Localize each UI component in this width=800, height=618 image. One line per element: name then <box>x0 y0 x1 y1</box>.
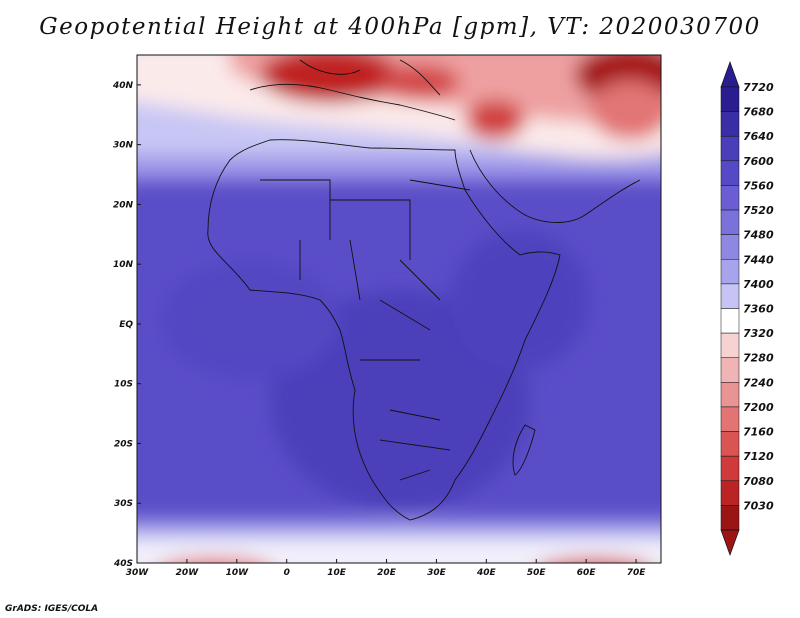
lat-tick-label: 10S <box>114 380 133 390</box>
colorbar-label: 7030 <box>743 499 774 512</box>
lon-tick-label: 10E <box>327 568 347 578</box>
colorbar-swatch <box>720 382 740 408</box>
colorbar-swatch <box>720 111 740 137</box>
colorbar-label: 7600 <box>743 155 774 168</box>
lon-tick-label: 0 <box>284 568 290 578</box>
colorbar-label: 7080 <box>743 475 774 488</box>
credit-text: GrADS: IGES/COLA <box>5 604 99 614</box>
colorbar-swatch <box>720 308 740 334</box>
colorbar-swatch <box>720 185 740 211</box>
colorbar-label: 7720 <box>743 81 774 94</box>
lat-tick-label: 20S <box>114 439 133 449</box>
colorbar-swatch <box>720 480 740 506</box>
lon-tick-label: 20W <box>176 568 200 578</box>
arabia-coastline <box>469 149 641 223</box>
colorbar-swatch <box>720 455 740 482</box>
colorbar-swatch <box>720 209 740 235</box>
colorbar-swatch <box>720 332 740 358</box>
lon-tick-label: 20E <box>377 568 397 578</box>
colorbar-swatch <box>720 259 740 285</box>
colorbar-label: 7480 <box>743 229 774 242</box>
colorbar-swatch <box>720 135 740 162</box>
colorbar-swatch <box>720 357 740 383</box>
lat-tick-label: 40S <box>113 559 133 569</box>
colorbar: 7720 7680 7640 7600 7560 7520 7480 7440 7400 7360… <box>720 60 774 557</box>
lon-tick-label: 30E <box>427 568 447 578</box>
colorbar-label: 7240 <box>743 376 774 389</box>
colorbar-label: 7360 <box>743 303 774 316</box>
colorbar-label: 7320 <box>743 327 774 340</box>
colorbar-bottom-arrow <box>720 529 740 557</box>
coastlines <box>207 59 641 521</box>
lat-tick-label: EQ <box>119 320 133 330</box>
lat-tick-label: 40N <box>112 81 134 91</box>
colorbar-swatch <box>720 505 740 531</box>
colorbar-swatch <box>720 160 740 186</box>
colorbar-label: 7440 <box>743 253 774 266</box>
lon-tick-label: 60E <box>577 568 597 578</box>
lat-tick-label: 10N <box>113 260 134 270</box>
lat-tick-label: 20N <box>113 200 134 210</box>
africa-coastline <box>207 139 561 521</box>
colorbar-label: 7400 <box>743 278 774 291</box>
colorbar-label: 7200 <box>743 401 774 414</box>
europe-coastline <box>249 59 456 121</box>
plot-frame <box>136 54 662 564</box>
colorbar-swatch <box>720 234 740 260</box>
lon-tick-label: 70E <box>627 568 647 578</box>
lon-tick-label: 40E <box>476 568 497 578</box>
colorbar-label: 7160 <box>743 426 774 439</box>
colorbar-swatch <box>720 283 740 309</box>
colorbar-label: 7520 <box>743 204 774 217</box>
colorbar-label: 7640 <box>743 130 774 143</box>
colorbar-label: 7560 <box>743 179 774 192</box>
madagascar-coastline <box>512 424 536 476</box>
lon-tick-label: 30W <box>126 568 150 578</box>
colorbar-label: 7280 <box>743 352 774 365</box>
colorbar-label: 7120 <box>743 450 774 463</box>
lon-tick-label: 50E <box>527 568 547 578</box>
axes: 30W 20W 10W 0 10E 20E 30E 40E 50E 60E 70E 40N 30N 20N… <box>112 81 646 578</box>
chart-title: Geopotential Height at 400hPa [gpm], VT:… <box>39 14 761 40</box>
colorbar-label: 7680 <box>743 106 774 119</box>
colorbar-top-arrow <box>720 60 740 88</box>
lon-tick-label: 10W <box>226 568 250 578</box>
lat-tick-label: 30N <box>113 141 134 151</box>
lat-tick-label: 30S <box>114 499 133 509</box>
height-field <box>137 55 661 563</box>
colorbar-swatch <box>720 431 740 457</box>
colorbar-swatch <box>720 86 740 112</box>
colorbar-swatch <box>720 406 740 432</box>
country-borders <box>260 179 471 481</box>
